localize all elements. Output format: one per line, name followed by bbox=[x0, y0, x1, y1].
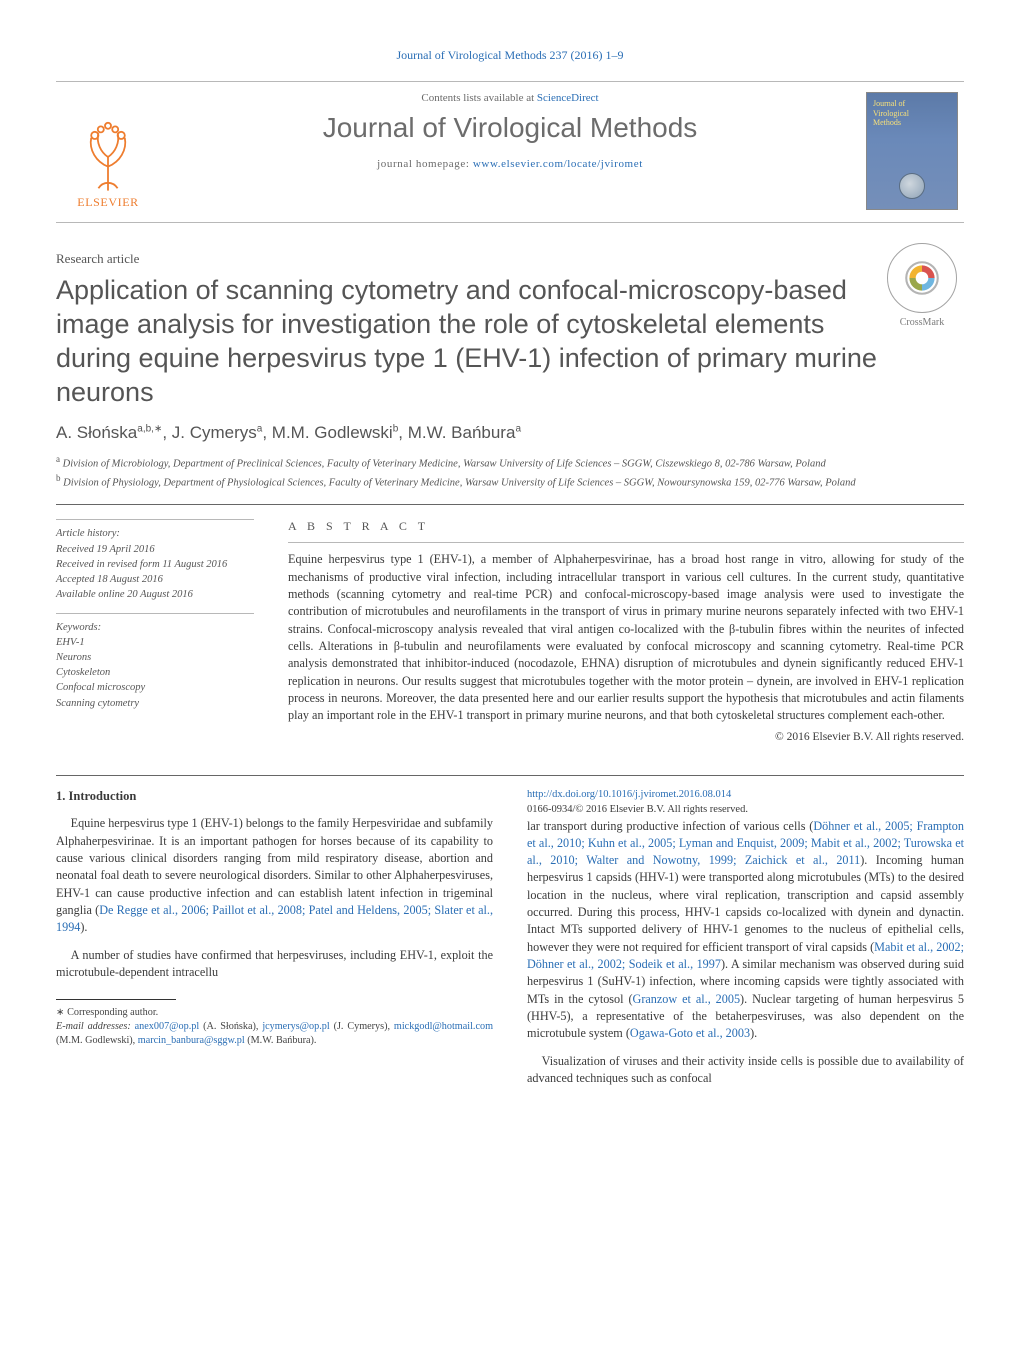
affiliation-b: b Division of Physiology, Department of … bbox=[56, 472, 880, 491]
cover-line-1: Journal of bbox=[873, 99, 951, 109]
email-link[interactable]: marcin_banbura@sggw.pl bbox=[138, 1035, 245, 1046]
sciencedirect-link[interactable]: ScienceDirect bbox=[537, 92, 599, 104]
rule-masthead-bottom bbox=[56, 222, 964, 223]
abstract-header: A B S T R A C T bbox=[288, 519, 964, 534]
intro-para-2b: lar transport during productive infectio… bbox=[527, 818, 964, 1043]
doi-block: http://dx.doi.org/10.1016/j.jviromet.201… bbox=[527, 788, 964, 818]
rule-info-mid bbox=[56, 613, 254, 614]
homepage-label: journal homepage: bbox=[377, 158, 473, 170]
cover-line-3: Methods bbox=[873, 118, 951, 128]
article-info: Article history: Received 19 April 2016 … bbox=[56, 519, 254, 742]
journal-title: Journal of Virological Methods bbox=[172, 112, 848, 144]
crossmark-label: CrossMark bbox=[880, 317, 964, 328]
masthead-center: Contents lists available at ScienceDirec… bbox=[160, 92, 860, 210]
intro-para-2a: A number of studies have confirmed that … bbox=[56, 947, 493, 982]
journal-cover-thumb: Journal of Virological Methods bbox=[866, 92, 958, 210]
meta-row: Article history: Received 19 April 2016 … bbox=[56, 505, 964, 760]
citation-link[interactable]: Ogawa-Goto et al., 2003 bbox=[630, 1026, 750, 1040]
running-head: Journal of Virological Methods 237 (2016… bbox=[56, 48, 964, 63]
section-heading-intro: 1. Introduction bbox=[56, 788, 493, 806]
history-accepted: Accepted 18 August 2016 bbox=[56, 572, 254, 587]
keyword: Neurons bbox=[56, 650, 254, 665]
article-title: Application of scanning cytometry and co… bbox=[56, 273, 880, 409]
cover-thumb-wrap: Journal of Virological Methods bbox=[860, 92, 964, 210]
abstract-copyright: © 2016 Elsevier B.V. All rights reserved… bbox=[288, 731, 964, 743]
abstract-block: A B S T R A C T Equine herpesvirus type … bbox=[288, 519, 964, 742]
publisher-block: ELSEVIER bbox=[56, 92, 160, 210]
contents-line: Contents lists available at ScienceDirec… bbox=[172, 92, 848, 104]
keyword: Cytoskeleton bbox=[56, 665, 254, 680]
rule-footnote bbox=[56, 999, 176, 1000]
intro-para-1: Equine herpesvirus type 1 (EHV-1) belong… bbox=[56, 815, 493, 936]
cover-graphic-icon bbox=[899, 173, 925, 199]
crossmark-icon bbox=[887, 243, 957, 313]
corresponding-note: ∗ Corresponding author. bbox=[56, 1006, 493, 1020]
footnotes: ∗ Corresponding author. E-mail addresses… bbox=[56, 999, 493, 1047]
keywords-header: Keywords: bbox=[56, 620, 254, 635]
affiliation-a: a Division of Microbiology, Department o… bbox=[56, 453, 880, 472]
homepage-link[interactable]: www.elsevier.com/locate/jviromet bbox=[473, 158, 643, 170]
article-type: Research article bbox=[56, 251, 880, 267]
page-root: Journal of Virological Methods 237 (2016… bbox=[0, 0, 1020, 1127]
elsevier-tree-icon bbox=[72, 121, 144, 193]
rule-info-top bbox=[56, 519, 254, 520]
abstract-body: Equine herpesvirus type 1 (EHV-1), a mem… bbox=[288, 551, 964, 724]
doi-link[interactable]: http://dx.doi.org/10.1016/j.jviromet.201… bbox=[527, 789, 731, 800]
body-columns: 1. Introduction Equine herpesvirus type … bbox=[56, 788, 964, 1088]
keyword: Scanning cytometry bbox=[56, 696, 254, 711]
author-list: A. Słońskaa,b,∗, J. Cymerysa, M.M. Godle… bbox=[56, 423, 880, 443]
history-online: Available online 20 August 2016 bbox=[56, 587, 254, 602]
masthead: ELSEVIER Contents lists available at Sci… bbox=[56, 82, 964, 222]
keyword: Confocal microscopy bbox=[56, 680, 254, 695]
rule-abs-top bbox=[288, 542, 964, 543]
email-line: E-mail addresses: anex007@op.pl (A. Słoń… bbox=[56, 1020, 493, 1048]
email-link[interactable]: mickgodl@hotmail.com bbox=[394, 1021, 493, 1032]
rule-below-meta bbox=[56, 775, 964, 776]
publisher-name: ELSEVIER bbox=[77, 195, 138, 210]
citation-link[interactable]: Granzow et al., 2005 bbox=[633, 992, 741, 1006]
history-revised: Received in revised form 11 August 2016 bbox=[56, 557, 254, 572]
cover-line-2: Virological bbox=[873, 109, 951, 119]
intro-para-3: Visualization of viruses and their activ… bbox=[527, 1053, 964, 1088]
email-link[interactable]: anex007@op.pl bbox=[135, 1021, 200, 1032]
history-header: Article history: bbox=[56, 526, 254, 541]
citation-link[interactable]: De Regge et al., 2006; Paillot et al., 2… bbox=[56, 903, 493, 934]
title-block: Research article Application of scanning… bbox=[56, 239, 964, 490]
issn-copyright: 0166-0934/© 2016 Elsevier B.V. All right… bbox=[527, 804, 748, 815]
contents-prefix: Contents lists available at bbox=[421, 92, 536, 104]
crossmark-block[interactable]: CrossMark bbox=[880, 239, 964, 328]
running-head-link[interactable]: Journal of Virological Methods 237 (2016… bbox=[396, 48, 623, 62]
keyword: EHV-1 bbox=[56, 635, 254, 650]
homepage-line: journal homepage: www.elsevier.com/locat… bbox=[172, 158, 848, 170]
email-link[interactable]: jcymerys@op.pl bbox=[262, 1021, 329, 1032]
history-received: Received 19 April 2016 bbox=[56, 542, 254, 557]
